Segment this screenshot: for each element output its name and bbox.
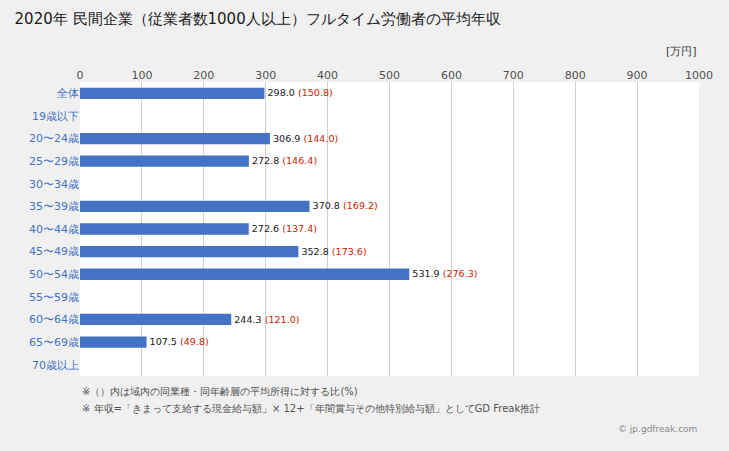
svg-text:370.8 (169.2): 370.8 (169.2) xyxy=(313,200,378,211)
svg-text:※（）内は域内の同業種・同年齢層の平均所得に対する比(%): ※（）内は域内の同業種・同年齢層の平均所得に対する比(%) xyxy=(82,386,358,397)
svg-text:0: 0 xyxy=(77,69,84,82)
svg-text:70歳以上: 70歳以上 xyxy=(32,359,79,372)
svg-text:25〜29歳: 25〜29歳 xyxy=(29,155,79,168)
svg-text:全体: 全体 xyxy=(57,87,79,100)
svg-text:900: 900 xyxy=(627,69,648,82)
svg-text:100: 100 xyxy=(131,69,152,82)
svg-text:20〜24歳: 20〜24歳 xyxy=(29,132,79,145)
svg-text:35〜39歳: 35〜39歳 xyxy=(29,200,79,213)
svg-text:55〜59歳: 55〜59歳 xyxy=(29,291,79,304)
svg-text:200: 200 xyxy=(193,69,214,82)
svg-text:30〜34歳: 30〜34歳 xyxy=(29,178,79,191)
svg-text:[万円]: [万円] xyxy=(666,45,697,58)
svg-text:700: 700 xyxy=(503,69,524,82)
svg-text:272.6 (137.4): 272.6 (137.4) xyxy=(252,223,317,234)
svg-text:40〜44歳: 40〜44歳 xyxy=(29,223,79,236)
svg-text:45〜49歳: 45〜49歳 xyxy=(29,245,79,258)
svg-text:※ 年収=「きまって支給する現金給与額」× 12+「年間賞与: ※ 年収=「きまって支給する現金給与額」× 12+「年間賞与その他特別給与額」と… xyxy=(82,403,540,414)
svg-text:65〜69歳: 65〜69歳 xyxy=(29,336,79,349)
svg-text:500: 500 xyxy=(379,69,400,82)
svg-text:50〜54歳: 50〜54歳 xyxy=(29,268,79,281)
svg-text:107.5 (49.8): 107.5 (49.8) xyxy=(150,336,209,347)
svg-text:600: 600 xyxy=(441,69,462,82)
svg-text:1000: 1000 xyxy=(685,69,713,82)
svg-text:19歳以下: 19歳以下 xyxy=(32,110,79,123)
svg-text:352.8 (173.6): 352.8 (173.6) xyxy=(301,246,366,257)
svg-text:244.3 (121.0): 244.3 (121.0) xyxy=(234,314,299,325)
svg-text:300: 300 xyxy=(255,69,276,82)
svg-text:306.9 (144.0): 306.9 (144.0) xyxy=(273,133,338,144)
svg-text:272.8 (146.4): 272.8 (146.4) xyxy=(252,155,317,166)
svg-text:400: 400 xyxy=(317,69,338,82)
svg-text:800: 800 xyxy=(565,69,586,82)
svg-text:531.9 (276.3): 531.9 (276.3) xyxy=(412,268,477,279)
svg-text:298.0 (150.8): 298.0 (150.8) xyxy=(267,87,332,98)
svg-text:© jp.gdfreak.com: © jp.gdfreak.com xyxy=(618,424,697,434)
svg-text:60〜64歳: 60〜64歳 xyxy=(29,313,79,326)
svg-text:2020年 民間企業（従業者数1000人以上）フルタイム労働: 2020年 民間企業（従業者数1000人以上）フルタイム労働者の平均年収 xyxy=(15,10,501,28)
